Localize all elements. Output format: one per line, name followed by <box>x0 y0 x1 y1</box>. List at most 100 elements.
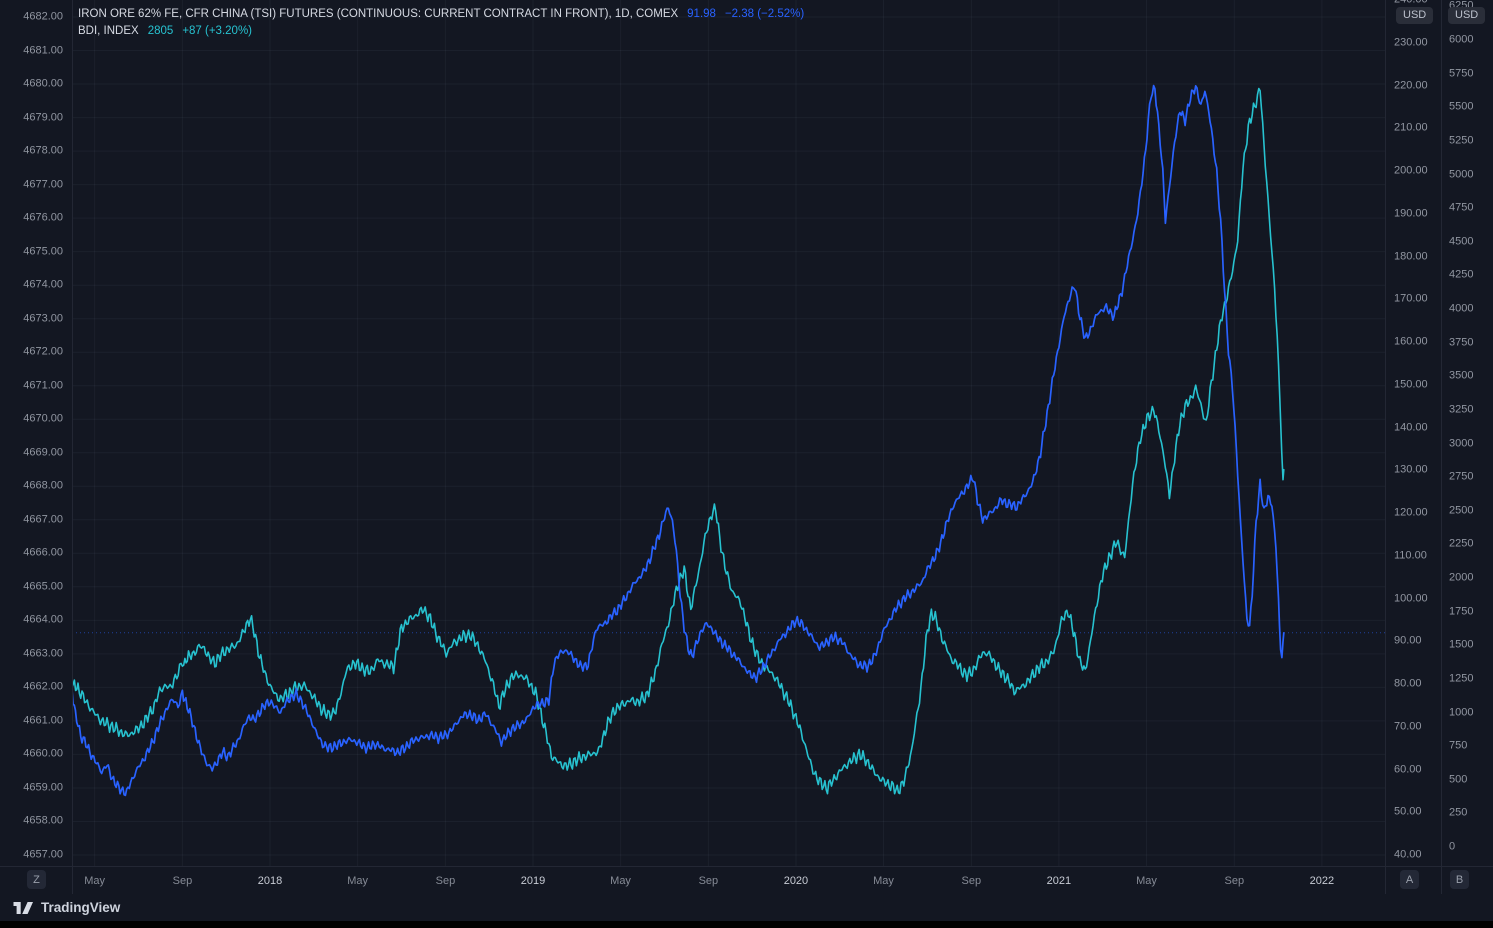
time-axis-tick: 2018 <box>257 875 283 887</box>
bdi-axis-tick: 5250 <box>1449 134 1474 147</box>
bdi-axis-tick: 1250 <box>1449 672 1474 685</box>
time-axis-tick: May <box>84 875 105 887</box>
bdi-axis-tick: 0 <box>1449 840 1456 853</box>
usd-unit-badge-bdi[interactable]: USD <box>1448 7 1486 24</box>
left-axis-tick: 4669.00 <box>23 446 63 459</box>
time-axis-tick: Sep <box>1224 875 1245 887</box>
right-price-axis-bdi[interactable]: 6250 6000 5750 5500 5250 5000 4750 4500 4250 4000… <box>1441 0 1493 894</box>
bdi-axis-tick: 2000 <box>1449 571 1474 584</box>
time-axis-tick: Sep <box>172 875 193 887</box>
tradingview-logo-text: TradingView <box>41 900 121 915</box>
left-axis-tick: 4676.00 <box>23 211 63 224</box>
bdi-axis-tick: 2500 <box>1449 504 1474 517</box>
bdi-axis-tick: 750 <box>1449 739 1468 752</box>
usd-axis-tick: 200.00 <box>1394 164 1428 177</box>
left-axis-tick: 4671.00 <box>23 379 63 392</box>
bdi-axis-tick: 4000 <box>1449 302 1474 315</box>
logo-row: TradingView <box>0 894 1493 921</box>
bdi-axis-tick: 6000 <box>1449 33 1474 46</box>
left-axis-tick: 4681.00 <box>23 44 63 57</box>
usd-axis-tick: 90.00 <box>1394 634 1422 647</box>
time-axis-tick: 2021 <box>1046 875 1072 887</box>
left-axis-tick: 4675.00 <box>23 245 63 258</box>
bdi-axis-tick: 2750 <box>1449 470 1474 483</box>
symbol-last-price: 91.98 <box>687 8 716 20</box>
usd-axis-tick: 240.00 <box>1394 0 1428 7</box>
bdi-axis-tick: 5500 <box>1449 100 1474 113</box>
left-price-axis[interactable]: 4682.00 4681.00 4680.00 4679.00 4678.00 4677.… <box>0 0 73 894</box>
bdi-axis-tick: 3500 <box>1449 369 1474 382</box>
scale-a-button[interactable]: A <box>1400 870 1419 889</box>
left-axis-tick: 4664.00 <box>23 613 63 626</box>
symbol-title: IRON ORE 62% FE, CFR CHINA (TSI) FUTURES… <box>78 8 679 20</box>
usd-axis-tick: 140.00 <box>1394 421 1428 433</box>
usd-axis-tick: 210.00 <box>1394 121 1428 134</box>
bdi-axis-tick: 6250 <box>1449 0 1474 12</box>
legend-row-iron-ore[interactable]: IRON ORE 62% FE, CFR CHINA (TSI) FUTURES… <box>78 6 804 23</box>
time-axis-tick: May <box>1136 875 1157 887</box>
left-axis-tick: 4668.00 <box>23 479 63 492</box>
usd-axis-tick: 120.00 <box>1394 506 1428 519</box>
bdi-axis-tick: 3750 <box>1449 336 1474 349</box>
usd-axis-tick: 230.00 <box>1394 36 1428 49</box>
left-axis-tick: 4660.00 <box>23 747 63 760</box>
usd-axis-tick: 50.00 <box>1394 805 1422 818</box>
left-axis-tick: 4663.00 <box>23 647 63 660</box>
left-axis-tick: 4666.00 <box>23 546 63 559</box>
bdi-axis-tick: 1750 <box>1449 605 1474 618</box>
scale-b-button[interactable]: B <box>1450 870 1469 889</box>
time-axis-tick: Sep <box>961 875 982 887</box>
timezone-button[interactable]: Z <box>27 870 46 889</box>
left-axis-tick: 4662.00 <box>23 680 63 693</box>
time-axis[interactable]: May Sep 2018 May Sep 2019 May Sep 2020 May Sep 2021… <box>0 866 1493 895</box>
time-axis-tick: May <box>873 875 894 887</box>
left-axis-tick: 4679.00 <box>23 111 63 124</box>
legend-row-bdi[interactable]: BDI, INDEX 2805 +87 (+3.20%) <box>78 23 804 40</box>
right-price-axis-usd[interactable]: 240.00 230.00 220.00 210.00 200.00 190.00 180.… <box>1385 0 1442 894</box>
bdi-axis-tick: 3250 <box>1449 403 1474 416</box>
bdi-axis-tick: 4500 <box>1449 235 1474 248</box>
bdi-axis-tick: 2250 <box>1449 537 1474 550</box>
iron-ore-series-line[interactable] <box>72 84 1285 797</box>
usd-axis-tick: 180.00 <box>1394 250 1428 262</box>
time-axis-tick: Sep <box>435 875 456 887</box>
usd-axis-tick: 220.00 <box>1394 79 1428 91</box>
time-axis-tick: Sep <box>698 875 719 887</box>
bdi-axis-tick: 4250 <box>1449 268 1474 281</box>
bdi-axis-tick: 4750 <box>1449 201 1474 214</box>
bdi-axis-tick: 250 <box>1449 806 1468 819</box>
bdi-axis-tick: 1500 <box>1449 638 1474 651</box>
usd-unit-badge-iron-ore[interactable]: USD <box>1396 7 1434 24</box>
tradingview-logo-icon <box>13 901 33 914</box>
compare-change: +87 (+3.20%) <box>182 25 252 37</box>
usd-axis-tick: 130.00 <box>1394 463 1428 476</box>
time-axis-tick: 2019 <box>520 875 546 887</box>
usd-axis-tick: 150.00 <box>1394 378 1428 391</box>
symbol-legend: IRON ORE 62% FE, CFR CHINA (TSI) FUTURES… <box>78 6 804 40</box>
usd-axis-tick: 70.00 <box>1394 720 1422 733</box>
usd-axis-tick: 170.00 <box>1394 292 1428 305</box>
tradingview-logo[interactable]: TradingView <box>13 900 120 915</box>
bdi-axis-tick: 3000 <box>1449 437 1474 449</box>
chart-pane[interactable] <box>0 0 1493 866</box>
usd-axis-tick: 110.00 <box>1394 549 1427 562</box>
left-axis-tick: 4677.00 <box>23 178 63 191</box>
usd-axis-tick: 60.00 <box>1394 763 1422 775</box>
symbol-change: −2.38 (−2.52%) <box>724 8 805 20</box>
left-axis-tick: 4659.00 <box>23 781 63 794</box>
left-axis-tick: 4672.00 <box>23 345 63 358</box>
time-axis-tick: May <box>347 875 368 887</box>
bdi-series-line[interactable] <box>72 87 1285 795</box>
left-axis-tick: 4673.00 <box>23 312 63 325</box>
compare-title: BDI, INDEX <box>78 25 139 37</box>
usd-axis-tick: 190.00 <box>1394 207 1428 220</box>
usd-axis-tick: 100.00 <box>1394 592 1428 604</box>
left-axis-tick: 4678.00 <box>23 144 63 157</box>
left-axis-tick: 4657.00 <box>23 848 63 861</box>
compare-last-price: 2805 <box>147 25 174 37</box>
bdi-axis-tick: 5750 <box>1449 67 1474 80</box>
left-axis-tick: 4665.00 <box>23 580 63 593</box>
left-axis-tick: 4682.00 <box>23 10 63 23</box>
left-axis-tick: 4658.00 <box>23 814 63 827</box>
